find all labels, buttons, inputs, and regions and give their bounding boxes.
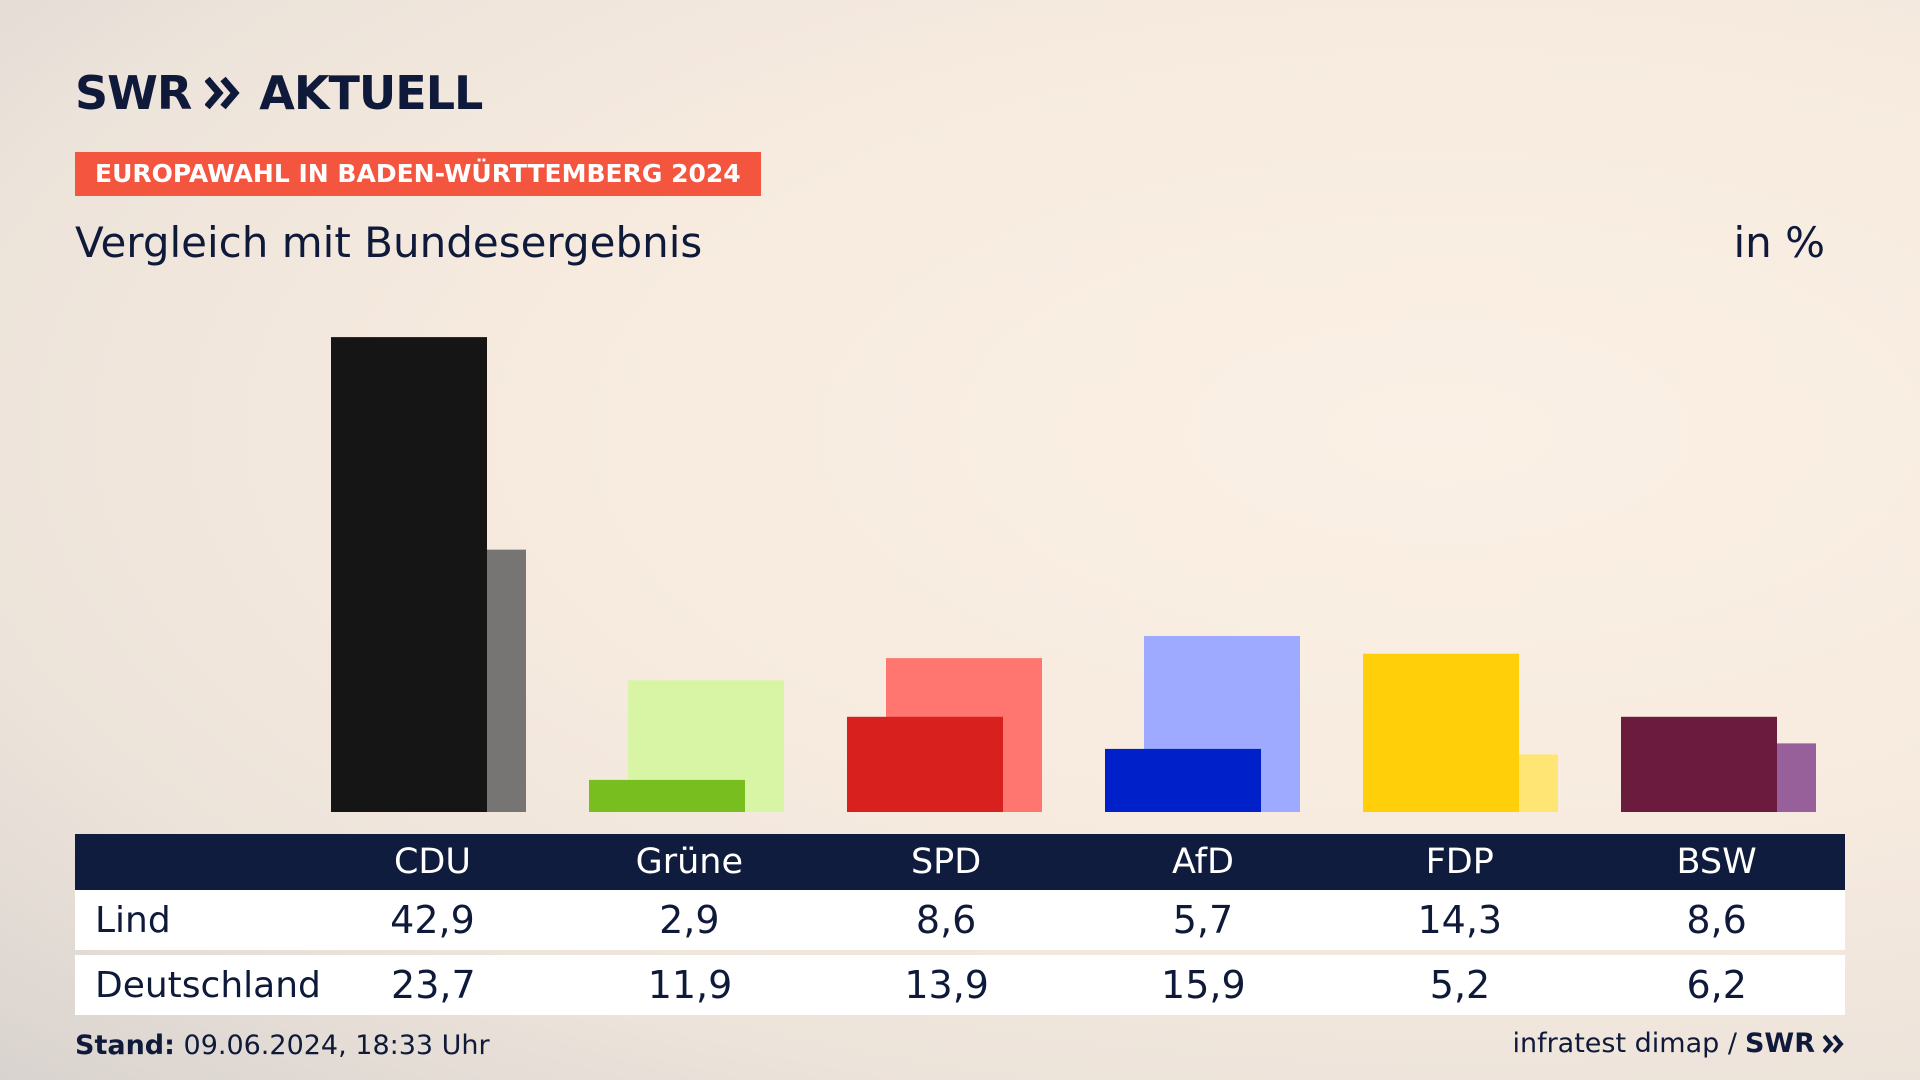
row-label-deutschland: Deutschland [95, 964, 321, 1006]
double-chevron-icon [205, 76, 240, 110]
bar-lind-spd [847, 716, 1003, 812]
bar-lind-fdp [1363, 653, 1519, 812]
header-cdu: CDU [393, 842, 471, 882]
results-table: CDU Grüne SPD AfD FDP BSW Lind 42,9 2,9 … [75, 834, 1845, 1015]
stand-value: 09.06.2024, 18:33 Uhr [183, 1030, 490, 1061]
value-lind-spd: 8,6 [915, 898, 977, 942]
header-spd: SPD [910, 842, 982, 882]
value-de-cdu: 23,7 [391, 963, 476, 1007]
source-text: infratest dimap / [1512, 1028, 1737, 1059]
bar-chart [331, 337, 1816, 812]
value-lind-bsw: 8,6 [1686, 898, 1747, 942]
value-lind-afd: 5,7 [1172, 898, 1234, 942]
swr-aktuell-logo: SWR AKTUELL [75, 66, 483, 120]
value-lind-cdu: 42,9 [390, 898, 475, 942]
header-gruene: Grüne [635, 842, 743, 882]
timestamp: Stand: 09.06.2024, 18:33 Uhr [75, 1030, 490, 1061]
value-de-bsw: 6,2 [1686, 963, 1747, 1007]
bar-lind-gruene [589, 779, 745, 812]
header-afd: AfD [1171, 842, 1234, 882]
value-de-fdp: 5,2 [1429, 963, 1491, 1007]
value-de-gruene: 11,9 [647, 963, 733, 1007]
unit-label: in % [1733, 218, 1825, 267]
value-de-afd: 15,9 [1161, 963, 1246, 1007]
table-row-deutschland: Deutschland 23,7 11,9 13,9 15,9 5,2 6,2 [75, 955, 1845, 1015]
header-bsw: BSW [1676, 842, 1757, 882]
header-fdp: FDP [1425, 842, 1494, 882]
bar-lind-bsw [1621, 716, 1777, 812]
row-label-lind: Lind [95, 899, 171, 941]
table-header: CDU Grüne SPD AfD FDP BSW [75, 834, 1845, 890]
bar-lind-afd [1105, 748, 1261, 812]
source-brand: SWR [1744, 1028, 1815, 1059]
value-lind-gruene: 2,9 [659, 898, 720, 942]
chart-subtitle: Vergleich mit Bundesergebnis [75, 218, 703, 267]
election-badge: EUROPAWAHL IN BADEN-WÜRTTEMBERG 2024 [75, 152, 761, 196]
logo-text: SWR [75, 66, 192, 120]
source-credit: infratest dimap / SWR [1512, 1028, 1845, 1059]
stand-label: Stand: [75, 1030, 175, 1061]
logo-suffix: AKTUELL [259, 66, 483, 120]
value-de-spd: 13,9 [904, 963, 989, 1007]
value-lind-fdp: 14,3 [1417, 898, 1503, 942]
double-chevron-icon [1823, 1034, 1844, 1053]
bar-lind-cdu [331, 337, 487, 812]
table-row-lind: Lind 42,9 2,9 8,6 5,7 14,3 8,6 [75, 890, 1845, 950]
